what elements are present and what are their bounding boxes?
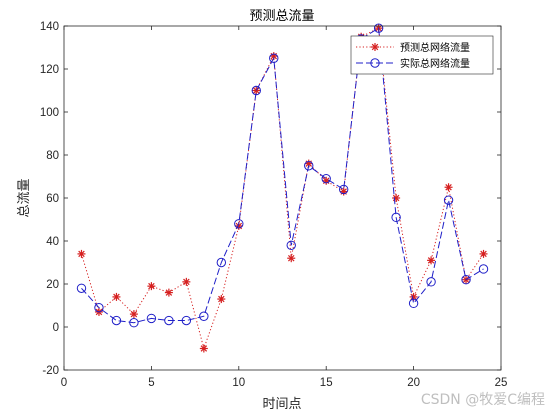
series-predicted <box>77 24 488 353</box>
data-point <box>321 173 331 184</box>
data-point <box>304 161 314 171</box>
data-point <box>147 282 156 291</box>
y-tick-label: 120 <box>40 64 59 76</box>
y-tick-label: 0 <box>53 322 59 334</box>
y-tick-label: 20 <box>46 279 59 291</box>
x-tick-label: 20 <box>407 377 420 389</box>
y-tick-label: 40 <box>46 236 59 248</box>
data-point <box>443 195 454 205</box>
y-axis-label: 总流量 <box>17 178 32 217</box>
data-point <box>269 53 279 63</box>
data-point <box>426 277 436 287</box>
data-point <box>287 254 296 263</box>
data-point <box>217 295 226 304</box>
plot-area <box>64 26 501 370</box>
data-point <box>94 302 104 313</box>
data-point <box>216 257 227 268</box>
data-point <box>373 23 384 33</box>
data-point <box>408 298 419 309</box>
x-axis-ticks: 0 5 10 15 20 25 <box>61 26 508 389</box>
data-point <box>444 183 453 192</box>
legend: 预测总网络流量 实际总网络流量 <box>350 35 494 75</box>
data-point <box>164 315 174 326</box>
legend-marker-symbol <box>371 43 379 51</box>
legend-marker-actual <box>370 58 380 68</box>
data-point <box>182 277 191 286</box>
data-point <box>76 283 87 293</box>
data-point <box>478 264 489 274</box>
y-tick-label: 140 <box>40 21 59 33</box>
data-point <box>286 240 296 251</box>
data-point <box>338 184 349 195</box>
y-tick-label: 80 <box>46 150 59 162</box>
x-tick-label: 25 <box>495 377 508 389</box>
data-point <box>199 311 209 321</box>
legend-marker-symbol <box>370 58 380 68</box>
series-line <box>81 27 484 351</box>
data-point <box>129 310 138 319</box>
plot-frame <box>63 25 502 371</box>
data-point <box>77 249 86 258</box>
data-point <box>129 318 139 328</box>
watermark: CSDN @牧爱C编程 <box>421 392 545 408</box>
x-tick-label: 15 <box>320 377 333 389</box>
data-point <box>164 288 173 297</box>
y-tick-label: 100 <box>40 107 59 119</box>
data-point <box>234 219 244 229</box>
legend-label-actual: 实际总网络流量 <box>400 57 470 70</box>
chart-title: 预测总流量 <box>249 9 314 24</box>
legend-marker-predicted <box>371 43 379 51</box>
x-axis-label: 时间点 <box>262 397 301 412</box>
data-point <box>427 256 436 265</box>
data-point <box>391 212 401 223</box>
x-tick-label: 0 <box>61 377 67 389</box>
data-point <box>251 85 261 96</box>
legend-label-predicted: 预测总网络流量 <box>400 41 470 54</box>
y-tick-label: 60 <box>46 193 59 205</box>
data-point <box>479 249 488 258</box>
data-point <box>461 275 471 285</box>
data-point <box>112 292 121 301</box>
legend-entry-actual: 实际总网络流量 <box>356 57 470 70</box>
data-point <box>339 187 348 196</box>
data-point <box>199 344 208 353</box>
data-point <box>252 86 261 95</box>
x-tick-label: 5 <box>148 377 154 389</box>
x-tick-label: 10 <box>232 377 245 389</box>
data-point <box>146 313 157 324</box>
data-point <box>392 194 401 202</box>
y-tick-label: -20 <box>42 365 59 377</box>
legend-entry-predicted: 预测总网络流量 <box>356 41 470 54</box>
data-point <box>181 315 192 326</box>
data-point <box>111 315 122 326</box>
